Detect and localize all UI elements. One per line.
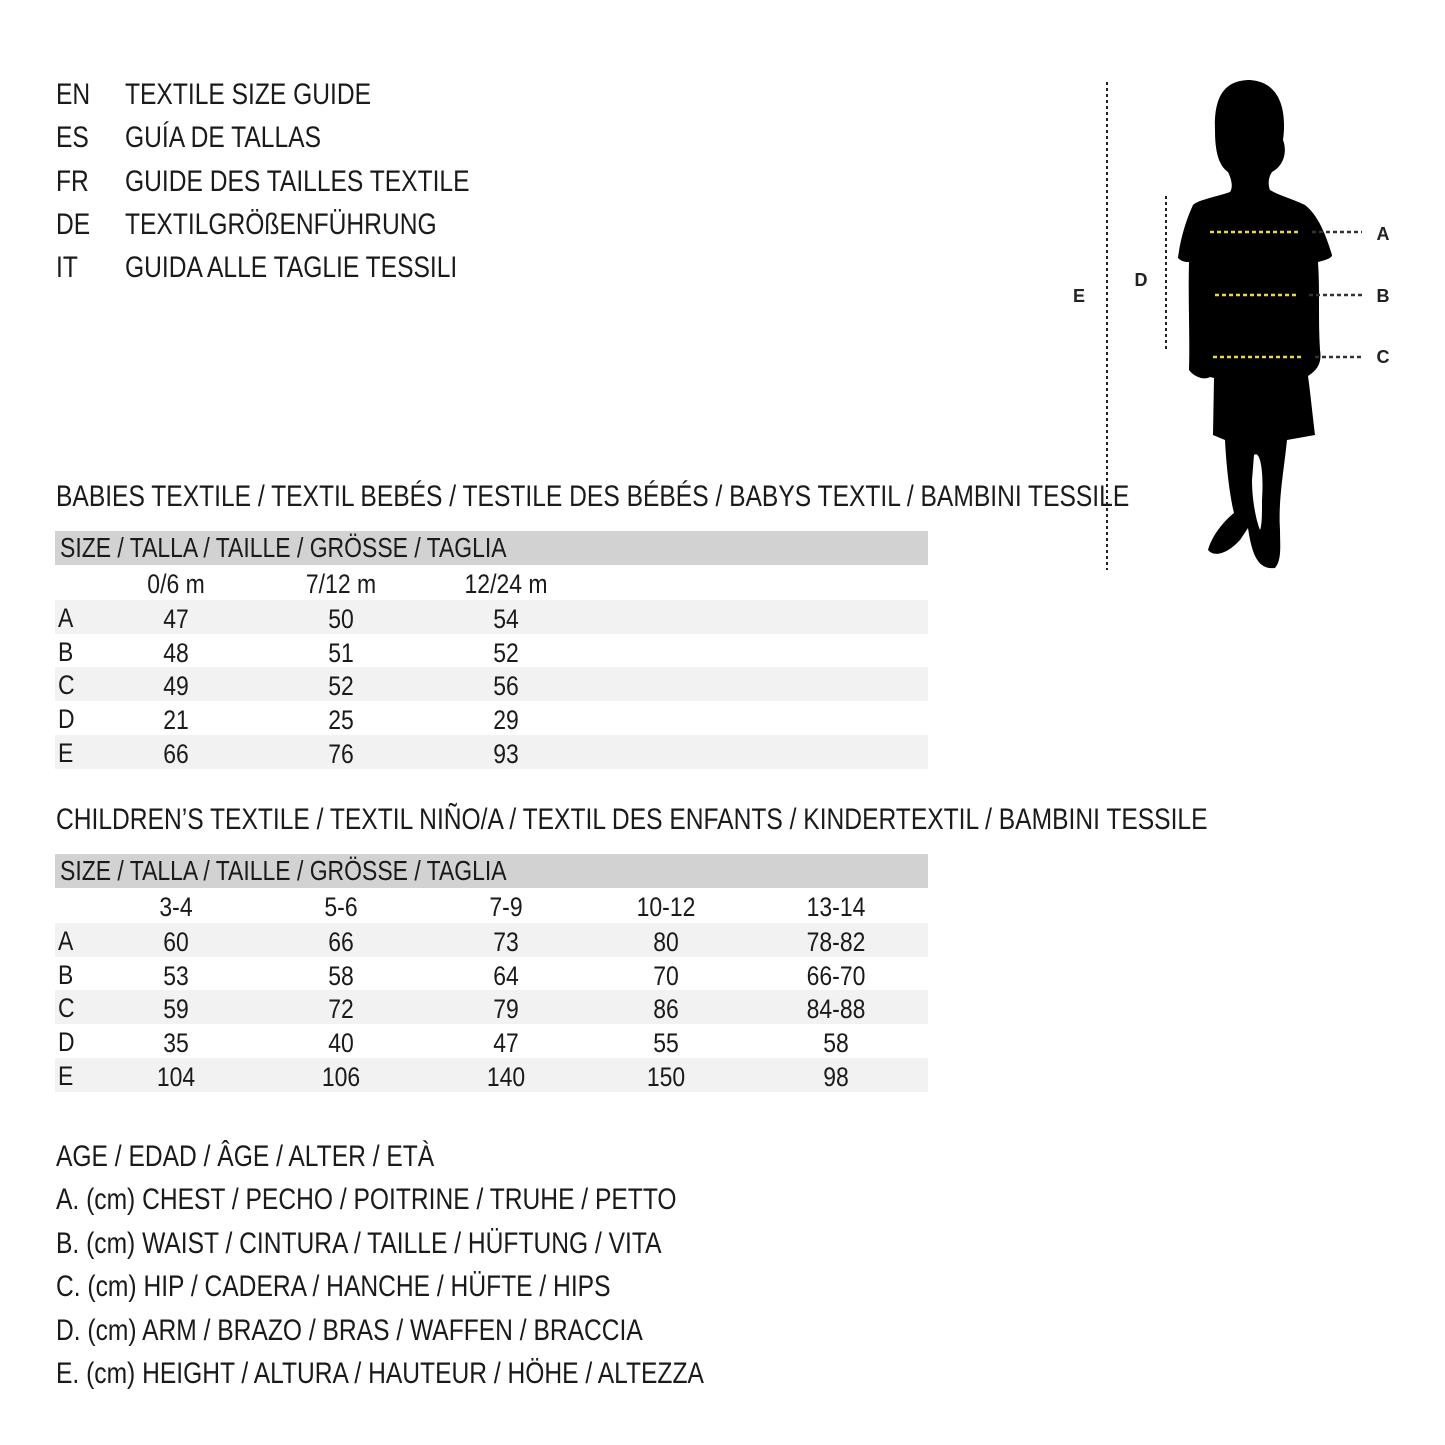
table-cell: 72 xyxy=(328,994,354,1025)
column-header: 7/12 m xyxy=(305,569,377,599)
label-e: E xyxy=(1073,286,1085,306)
table-row-bg xyxy=(55,734,928,769)
table-cell: 98 xyxy=(823,1061,849,1092)
table-cell: 40 xyxy=(328,1028,354,1059)
language-code: ES xyxy=(56,121,89,155)
column-header: 0/6 m xyxy=(147,569,205,599)
label-b: B xyxy=(1377,286,1390,306)
table-cell: 93 xyxy=(493,738,519,769)
guide-title: GUÍA DE TALLAS xyxy=(125,121,321,155)
table-row-bg xyxy=(55,1057,928,1092)
table-cell: 29 xyxy=(493,705,519,736)
language-code: EN xyxy=(56,78,91,111)
row-label: C xyxy=(58,670,75,701)
table-cell: 55 xyxy=(653,1028,679,1059)
legend-line: AGE / EDAD / ÂGE / ALTER / ETÀ xyxy=(56,1140,435,1173)
table-cell: 53 xyxy=(163,960,189,991)
legend-line: B. (cm) WAIST / CINTURA / TAILLE / HÜFTU… xyxy=(56,1226,662,1260)
child-measurement-figure: E D A B C xyxy=(1073,80,1390,570)
label-a: A xyxy=(1377,224,1390,244)
table-cell: 73 xyxy=(493,927,519,957)
label-c: C xyxy=(1377,347,1390,367)
table-heading: CHILDREN’S TEXTILE / TEXTIL NIÑO/A / TEX… xyxy=(56,803,1208,836)
table-row-bg xyxy=(55,990,928,1025)
column-header: 5-6 xyxy=(324,892,358,922)
table-cell: 35 xyxy=(163,1028,189,1059)
column-header: 7-9 xyxy=(489,892,523,922)
column-header: 13-14 xyxy=(806,892,866,922)
table-cell: 54 xyxy=(493,604,519,634)
guide-title: GUIDE DES TAILLES TEXTILE xyxy=(125,164,470,198)
table-cell: 58 xyxy=(328,960,354,991)
table-cell: 21 xyxy=(163,705,189,736)
row-label: B xyxy=(58,959,74,990)
column-header: 3-4 xyxy=(159,892,193,922)
size-label: SIZE / TALLA / TAILLE / GRÖSSE / TAGLIA xyxy=(60,532,507,563)
table-cell: 58 xyxy=(823,1028,849,1059)
language-code: IT xyxy=(56,251,78,285)
table-cell: 140 xyxy=(486,1061,526,1092)
size-header-bar xyxy=(55,531,928,565)
table-cell: 104 xyxy=(156,1061,196,1092)
row-label: C xyxy=(58,993,75,1024)
table-cell: 70 xyxy=(653,960,679,991)
size-label: SIZE / TALLA / TAILLE / GRÖSSE / TAGLIA xyxy=(60,855,507,886)
table-cell: 51 xyxy=(328,637,354,668)
table-cell: 59 xyxy=(163,994,189,1025)
table-cell: 49 xyxy=(163,671,189,702)
column-header: 10-12 xyxy=(636,892,696,922)
row-label: A xyxy=(58,603,74,633)
legend-line: A. (cm) CHEST / PECHO / POITRINE / TRUHE… xyxy=(56,1183,677,1217)
guide-title: TEXTILE SIZE GUIDE xyxy=(125,78,372,111)
language-code: DE xyxy=(56,207,91,241)
table-cell: 79 xyxy=(493,994,519,1025)
row-label: E xyxy=(58,737,74,768)
table-cell: 66 xyxy=(163,738,189,769)
table-heading: BABIES TEXTILE / TEXTIL BEBÉS / TESTILE … xyxy=(56,480,1130,513)
table-cell: 86 xyxy=(653,994,679,1025)
legend-line: D. (cm) ARM / BRAZO / BRAS / WAFFEN / BR… xyxy=(56,1313,643,1347)
row-label: D xyxy=(58,704,75,735)
row-label: A xyxy=(58,926,74,956)
legend-line: E. (cm) HEIGHT / ALTURA / HAUTEUR / HÖHE… xyxy=(56,1357,704,1390)
guide-title: GUIDA ALLE TAGLIE TESSILI xyxy=(125,251,458,285)
table-cell: 150 xyxy=(646,1061,686,1092)
size-header-bar xyxy=(55,854,928,888)
table-cell: 64 xyxy=(493,960,519,991)
table-cell: 25 xyxy=(328,705,354,736)
child-silhouette xyxy=(1178,80,1332,569)
table-cell: 106 xyxy=(321,1061,361,1092)
guide-title: TEXTILGRÖßENFÜHRUNG xyxy=(125,207,437,241)
label-d: D xyxy=(1135,270,1148,290)
table-cell: 56 xyxy=(493,671,519,702)
table-row-bg xyxy=(55,600,928,634)
row-label: D xyxy=(58,1027,75,1058)
table-cell: 47 xyxy=(493,1028,519,1059)
table-cell: 52 xyxy=(493,637,519,668)
table-cell: 66 xyxy=(328,927,354,957)
table-cell: 47 xyxy=(163,604,189,634)
legend-line: C. (cm) HIP / CADERA / HANCHE / HÜFTE / … xyxy=(56,1270,611,1304)
table-cell: 50 xyxy=(328,604,354,634)
table-cell: 80 xyxy=(653,927,679,957)
table-cell: 52 xyxy=(328,671,354,702)
table-cell: 66-70 xyxy=(806,960,866,991)
row-label: E xyxy=(58,1060,74,1091)
table-cell: 78-82 xyxy=(806,927,866,957)
table-cell: 76 xyxy=(328,738,354,769)
row-label: B xyxy=(58,636,74,667)
table-cell: 60 xyxy=(163,927,189,957)
column-header: 12/24 m xyxy=(464,569,548,599)
table-cell: 84-88 xyxy=(806,994,866,1025)
language-code: FR xyxy=(56,164,89,198)
table-row-bg xyxy=(55,667,928,702)
table-row-bg xyxy=(55,923,928,957)
table-cell: 48 xyxy=(163,637,189,668)
